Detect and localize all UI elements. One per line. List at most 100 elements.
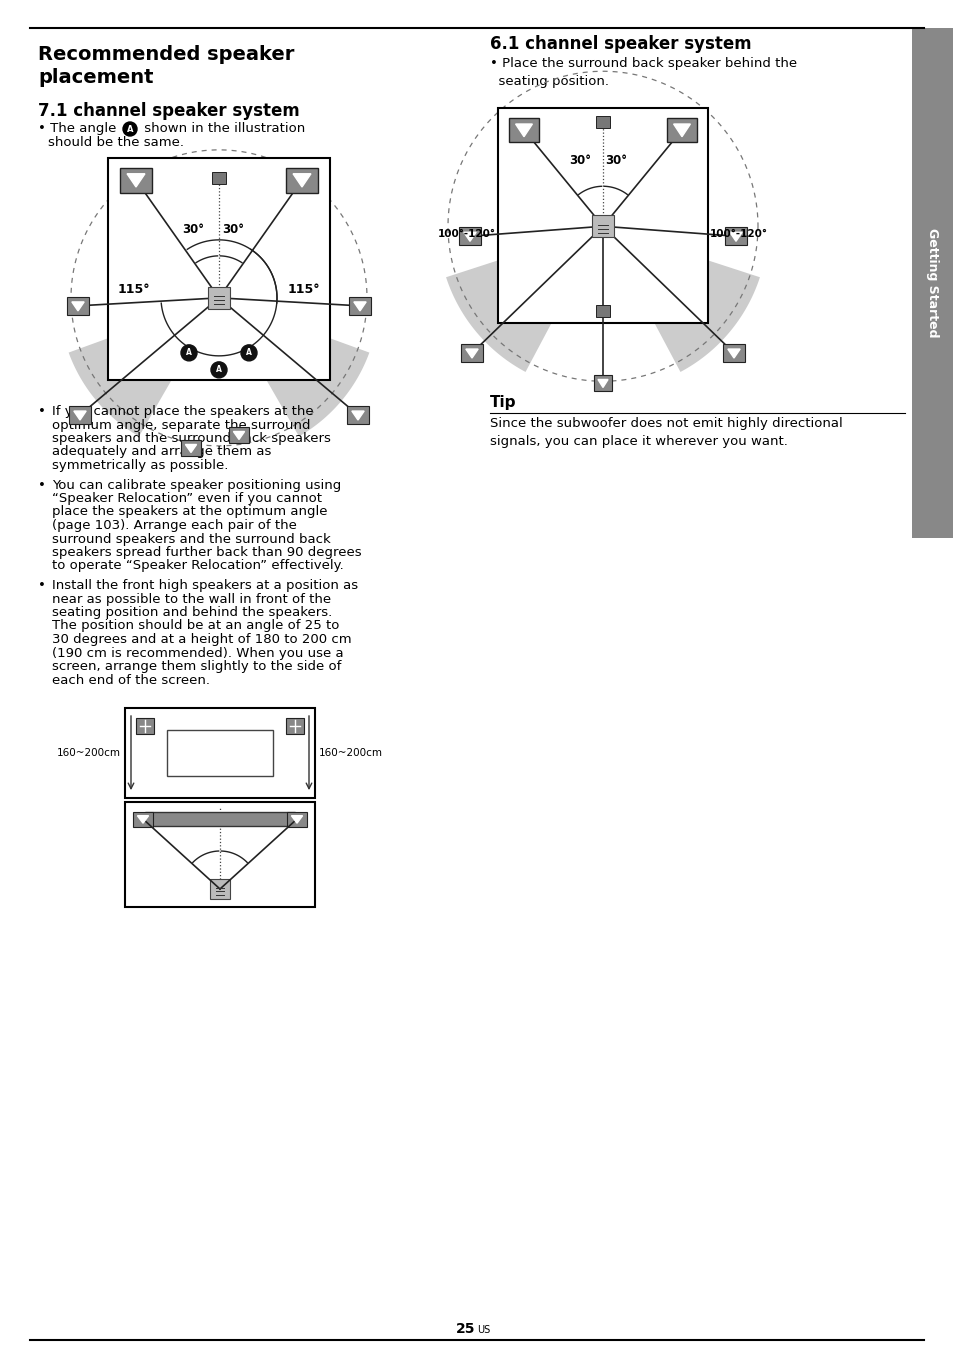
Text: near as possible to the wall in front of the: near as possible to the wall in front of… <box>52 592 331 606</box>
Polygon shape <box>73 411 86 420</box>
Text: 160~200cm: 160~200cm <box>318 748 382 758</box>
Text: If you cannot place the speakers at the: If you cannot place the speakers at the <box>52 406 314 418</box>
Polygon shape <box>352 411 364 420</box>
Text: • The angle: • The angle <box>38 122 116 135</box>
Polygon shape <box>446 226 602 372</box>
Text: place the speakers at the optimum angle: place the speakers at the optimum angle <box>52 506 327 519</box>
Circle shape <box>241 345 256 361</box>
Bar <box>666 118 697 142</box>
Text: 100°-120°: 100°-120° <box>437 230 496 239</box>
Polygon shape <box>602 226 760 372</box>
Text: • Place the surround back speaker behind the
  seating position.: • Place the surround back speaker behind… <box>490 57 797 88</box>
Text: symmetrically as possible.: symmetrically as possible. <box>52 458 228 472</box>
Polygon shape <box>515 124 532 137</box>
Text: •: • <box>38 406 46 418</box>
Text: seating position and behind the speakers.: seating position and behind the speakers… <box>52 606 332 619</box>
Text: optimum angle, separate the surround: optimum angle, separate the surround <box>52 419 310 431</box>
Text: US: US <box>476 1325 490 1334</box>
Polygon shape <box>137 815 149 823</box>
Text: to operate “Speaker Relocation” effectively.: to operate “Speaker Relocation” effectiv… <box>52 560 343 572</box>
Text: 160~200cm: 160~200cm <box>57 748 121 758</box>
Bar <box>591 215 614 238</box>
Bar <box>349 297 371 315</box>
Text: The position should be at an angle of 25 to: The position should be at an angle of 25… <box>52 619 339 633</box>
Polygon shape <box>354 301 366 311</box>
Text: Install the front high speakers at a position as: Install the front high speakers at a pos… <box>52 579 357 592</box>
Bar <box>286 168 317 192</box>
Text: placement: placement <box>38 68 153 87</box>
Bar <box>509 118 538 142</box>
Bar <box>458 227 480 245</box>
Bar <box>596 306 609 316</box>
Text: A: A <box>186 349 192 357</box>
Text: Since the subwoofer does not emit highly directional
signals, you can place it w: Since the subwoofer does not emit highly… <box>490 416 841 448</box>
Bar <box>208 287 230 310</box>
Polygon shape <box>729 233 741 241</box>
Text: 7.1 channel speaker system: 7.1 channel speaker system <box>38 101 299 120</box>
Text: A: A <box>127 124 133 134</box>
Text: 100°-120°: 100°-120° <box>709 230 767 239</box>
Text: each end of the screen.: each end of the screen. <box>52 673 210 687</box>
Bar <box>67 297 89 315</box>
Text: •: • <box>38 479 46 492</box>
Bar <box>722 343 744 362</box>
Text: 25~30°: 25~30° <box>174 850 214 861</box>
Bar <box>212 172 226 184</box>
Bar <box>136 718 153 734</box>
Bar <box>497 108 707 323</box>
Text: •: • <box>38 579 46 592</box>
Polygon shape <box>293 174 311 187</box>
Text: 30°: 30° <box>222 223 244 235</box>
Text: 6.1 channel speaker system: 6.1 channel speaker system <box>490 35 751 53</box>
Bar <box>287 811 307 826</box>
Circle shape <box>211 362 227 377</box>
Bar <box>596 116 609 128</box>
Polygon shape <box>233 431 244 439</box>
Bar <box>145 813 294 826</box>
Text: speakers and the surround back speakers: speakers and the surround back speakers <box>52 433 331 445</box>
Text: 115°: 115° <box>117 284 151 296</box>
Text: 30°: 30° <box>182 223 204 235</box>
Polygon shape <box>463 233 476 241</box>
Text: should be the same.: should be the same. <box>48 137 184 149</box>
Bar <box>229 427 249 443</box>
Text: Tip: Tip <box>490 395 516 410</box>
Bar <box>460 343 482 362</box>
Text: 30 degrees and at a height of 180 to 200 cm: 30 degrees and at a height of 180 to 200… <box>52 633 352 646</box>
Bar <box>911 28 953 538</box>
Polygon shape <box>185 445 196 453</box>
Bar <box>594 375 612 391</box>
Bar <box>347 406 369 425</box>
Polygon shape <box>673 124 690 137</box>
Text: shown in the illustration: shown in the illustration <box>140 122 305 135</box>
Text: 30°: 30° <box>568 154 590 168</box>
Text: “Speaker Relocation” even if you cannot: “Speaker Relocation” even if you cannot <box>52 492 322 506</box>
Bar <box>724 227 746 245</box>
Polygon shape <box>69 297 219 437</box>
Text: A: A <box>215 365 222 375</box>
Polygon shape <box>291 815 302 823</box>
Text: Recommended speaker: Recommended speaker <box>38 45 294 64</box>
Polygon shape <box>127 174 145 187</box>
Text: 25: 25 <box>455 1322 475 1336</box>
Text: speakers spread further back than 90 degrees: speakers spread further back than 90 deg… <box>52 546 361 558</box>
Bar <box>125 802 314 907</box>
Text: You can calibrate speaker positioning using: You can calibrate speaker positioning us… <box>52 479 341 492</box>
Polygon shape <box>727 349 740 358</box>
Polygon shape <box>71 301 84 311</box>
Polygon shape <box>465 349 477 358</box>
Bar <box>108 158 330 380</box>
Text: (page 103). Arrange each pair of the: (page 103). Arrange each pair of the <box>52 519 296 531</box>
Text: Getting Started: Getting Started <box>925 228 939 338</box>
Bar <box>125 708 314 798</box>
Text: surround speakers and the surround back: surround speakers and the surround back <box>52 533 331 545</box>
Text: A: A <box>246 349 252 357</box>
Circle shape <box>123 122 137 137</box>
Bar <box>132 811 152 826</box>
Text: (190 cm is recommended). When you use a: (190 cm is recommended). When you use a <box>52 646 343 660</box>
Circle shape <box>181 345 196 361</box>
Text: 30°: 30° <box>604 154 626 168</box>
Bar <box>286 718 304 734</box>
Text: adequately and arrange them as: adequately and arrange them as <box>52 446 271 458</box>
Bar <box>210 879 230 899</box>
